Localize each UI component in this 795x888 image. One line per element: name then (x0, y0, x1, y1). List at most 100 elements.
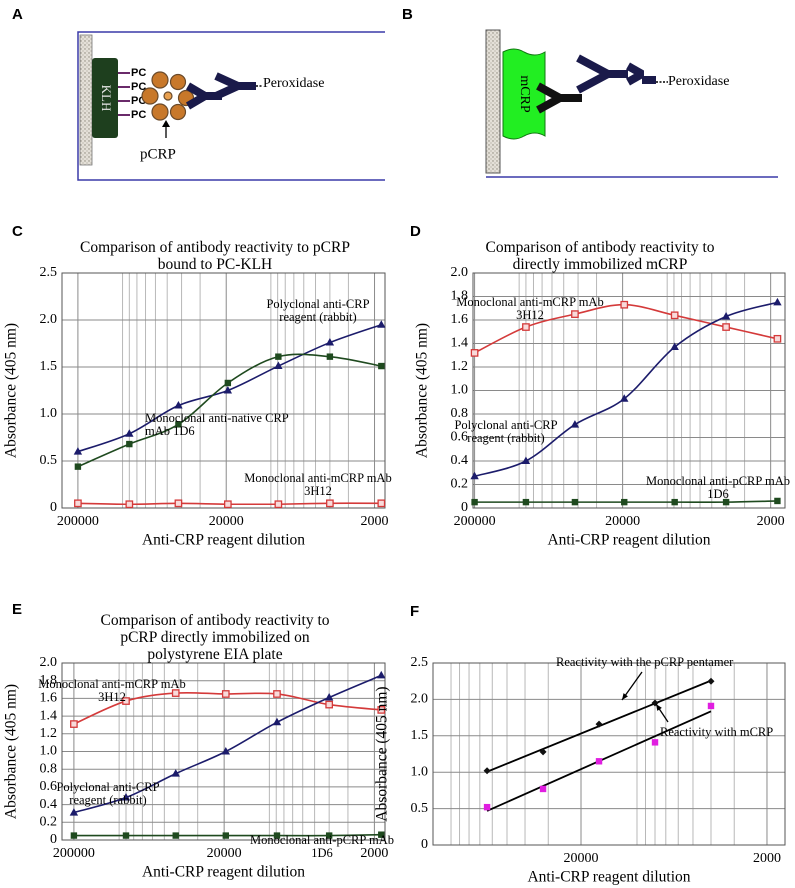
plot-frame (432, 662, 786, 846)
y-tick-label: 2.5 (411, 655, 429, 670)
marker (121, 793, 131, 801)
x-tick-label: 20000 (209, 514, 244, 529)
marker (171, 769, 180, 777)
marker (773, 297, 782, 306)
klh-block (92, 58, 118, 138)
y-tick-label: 1.0 (40, 406, 58, 421)
antibody (536, 82, 582, 114)
y-tick-label: 0 (50, 500, 57, 515)
y-axis-title: Absorbance (405 nm) (3, 323, 20, 458)
y-tick-label: 0.2 (451, 477, 469, 492)
y-tick-label: 1.0 (411, 764, 429, 779)
marker (470, 349, 479, 357)
marker (222, 832, 229, 839)
marker (273, 690, 281, 698)
series-label: Reactivity with the pCRP pentamer (556, 655, 734, 669)
marker (620, 300, 629, 309)
panel-label: E (12, 601, 22, 618)
x-tick-label: 200000 (57, 514, 99, 529)
marker (223, 386, 233, 394)
pc-links (118, 72, 130, 116)
marker (707, 702, 715, 710)
series-label: Monoclonal anti-mCRP mAb 3H12 (456, 295, 604, 322)
marker (722, 498, 730, 506)
marker (221, 747, 230, 755)
y-tick-label: 0.2 (40, 815, 58, 830)
marker (377, 320, 386, 328)
marker (471, 498, 478, 506)
marker (69, 808, 79, 816)
marker (172, 832, 179, 839)
x-tick-label: 2000 (757, 514, 785, 529)
marker (671, 498, 678, 506)
y-axis-title: Absorbance (405 nm) (3, 684, 20, 819)
plot-frame (61, 662, 386, 841)
marker (272, 717, 282, 726)
x-tick-label: 2000 (360, 846, 388, 861)
chart-title: Comparison of antibody reactivity to dir… (485, 239, 715, 273)
marker (171, 689, 180, 697)
y-tick-label: 0 (421, 837, 428, 852)
series-label: Polyclonal anti-CRP reagent (rabbit) (266, 297, 370, 324)
y-tick-label: 1.2 (40, 726, 58, 741)
marker (620, 394, 629, 402)
marker (470, 471, 479, 480)
series-label: Monoclonal anti-pCRP mAb 1D6 (250, 833, 394, 860)
chart-title: Comparison of antibody reactivity to pCR… (100, 612, 330, 663)
y-tick-label: 1.8 (451, 289, 469, 304)
marker (125, 429, 134, 437)
y-tick-label: 1.6 (451, 312, 469, 327)
well-outline (77, 31, 385, 181)
panel-label: D (410, 223, 421, 240)
y-tick-label: 1.4 (451, 336, 469, 351)
marker (174, 499, 183, 508)
panel-label: A (12, 6, 23, 23)
marker (326, 353, 334, 360)
y-tick-label: 0 (461, 500, 468, 515)
pcrp-label: pCRP (140, 146, 176, 162)
arrow-head (656, 704, 662, 711)
marker (651, 739, 659, 746)
y-tick-label: 1.0 (40, 744, 58, 759)
y-tick-label: 2.0 (40, 312, 58, 327)
y-tick-label: 1.4 (40, 708, 58, 723)
x-axis-title: Anti-CRP reagent dilution (142, 864, 305, 881)
y-tick-label: 0.4 (40, 797, 58, 812)
pcrp-pentamer (141, 71, 195, 121)
marker (378, 831, 385, 838)
antibody (185, 72, 256, 110)
y-tick-label: 0.5 (411, 801, 429, 816)
mcrp-label: mCRP (517, 75, 532, 113)
x-tick-label: 20000 (564, 851, 599, 866)
marker (722, 323, 730, 331)
marker (325, 338, 335, 346)
panel-label: C (12, 223, 23, 240)
y-axis-title: Absorbance (405 nm) (414, 323, 431, 458)
y-tick-label: 0.8 (40, 761, 58, 776)
marker (70, 832, 78, 839)
marker (595, 758, 603, 765)
marker (224, 379, 232, 387)
pc-label: PC (131, 81, 146, 93)
marker (774, 497, 781, 505)
marker (707, 677, 715, 685)
marker (73, 447, 83, 455)
klh-label: KLH (99, 85, 114, 112)
chart-title: Comparison of antibody reactivity to pCR… (80, 239, 350, 273)
marker (483, 803, 491, 811)
y-tick-label: 1.5 (40, 359, 58, 374)
series-label: Polyclonal anti-CRP reagent (rabbit) (56, 780, 160, 807)
marker (174, 401, 183, 409)
y-tick-label: 1.8 (40, 673, 58, 688)
marker (539, 748, 547, 756)
marker (670, 342, 679, 351)
y-tick-label: 0 (50, 832, 57, 847)
marker (670, 311, 679, 320)
marker (325, 832, 333, 839)
marker (378, 362, 385, 370)
marker (275, 353, 282, 360)
